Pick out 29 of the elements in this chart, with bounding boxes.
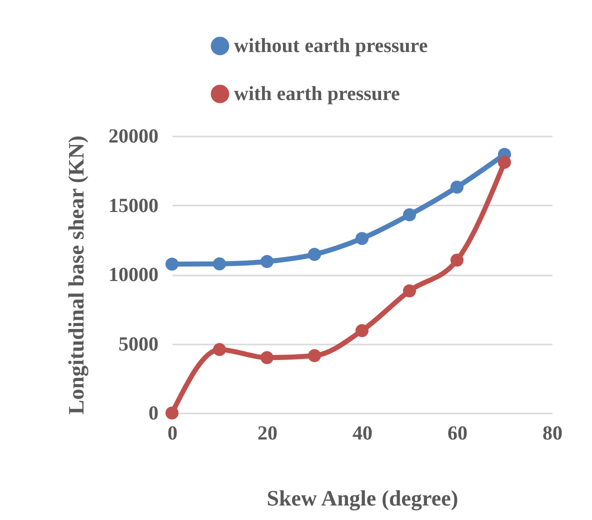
legend-label: with earth pressure bbox=[234, 83, 400, 105]
point bbox=[212, 257, 226, 270]
y-tick-label: 15000 bbox=[108, 194, 158, 217]
x-axis-title: Skew Angle (degree) bbox=[266, 486, 458, 510]
point bbox=[402, 208, 416, 222]
point bbox=[355, 232, 369, 245]
point bbox=[355, 324, 369, 338]
x-tick-label: 60 bbox=[448, 422, 468, 444]
point bbox=[498, 156, 512, 169]
point bbox=[165, 406, 179, 420]
x-tick-label: 20 bbox=[258, 422, 278, 444]
y-tick-label: 20000 bbox=[108, 126, 158, 148]
point bbox=[402, 284, 416, 298]
point bbox=[212, 343, 226, 356]
x-tick-label: 0 bbox=[168, 422, 178, 444]
point bbox=[450, 180, 464, 194]
y-tick-label: 10000 bbox=[108, 264, 158, 286]
legend-label: without earth pressure bbox=[234, 35, 428, 57]
point bbox=[308, 349, 322, 362]
x-tick-label: 40 bbox=[352, 422, 372, 444]
y-tick-label: 0 bbox=[148, 402, 158, 424]
point bbox=[260, 351, 274, 364]
y-axis-title: Longitudinal base shear (KN) bbox=[64, 136, 88, 414]
point bbox=[260, 254, 274, 268]
x-tick-label: 80 bbox=[542, 422, 562, 444]
point bbox=[450, 254, 464, 267]
point bbox=[308, 248, 322, 261]
point bbox=[165, 258, 179, 271]
y-tick-label: 5000 bbox=[118, 333, 158, 356]
